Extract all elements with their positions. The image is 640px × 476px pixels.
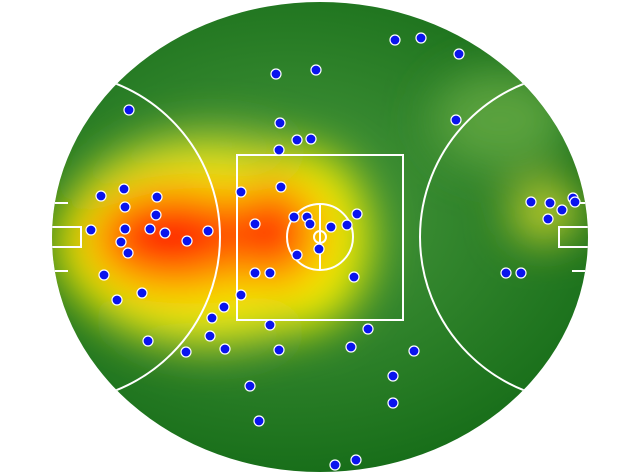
point [542,213,554,225]
point [98,269,110,281]
point [249,218,261,230]
point [556,204,568,216]
point [544,197,556,209]
point [95,190,107,202]
point [415,32,427,44]
point [345,341,357,353]
point [274,117,286,129]
point [273,144,285,156]
point [389,34,401,46]
point [123,104,135,116]
point [136,287,148,299]
point [85,224,97,236]
point [313,243,325,255]
point [115,236,127,248]
point [150,209,162,221]
point [500,267,512,279]
point [515,267,527,279]
point [159,227,171,239]
point [151,191,163,203]
point [351,208,363,220]
point [218,301,230,313]
point [204,330,216,342]
point [325,221,337,233]
point [118,183,130,195]
point [453,48,465,60]
point [525,196,537,208]
point [235,186,247,198]
point [275,181,287,193]
point [310,64,322,76]
point [291,134,303,146]
point [244,380,256,392]
point [180,346,192,358]
point [273,344,285,356]
point [111,294,123,306]
point [264,319,276,331]
point [264,267,276,279]
point [202,225,214,237]
point [408,345,420,357]
point [329,459,341,471]
point [235,289,247,301]
point [291,249,303,261]
point [387,370,399,382]
point [387,397,399,409]
point [304,218,316,230]
point [450,114,462,126]
point [341,219,353,231]
point [305,133,317,145]
point [181,235,193,247]
point [249,267,261,279]
point [119,201,131,213]
point [288,211,300,223]
point [119,223,131,235]
point [569,196,581,208]
point [142,335,154,347]
point [253,415,265,427]
point [206,312,218,324]
heat [55,70,580,350]
point [122,247,134,259]
point [350,454,362,466]
point [144,223,156,235]
point [219,343,231,355]
point [348,271,360,283]
point [362,323,374,335]
point [270,68,282,80]
